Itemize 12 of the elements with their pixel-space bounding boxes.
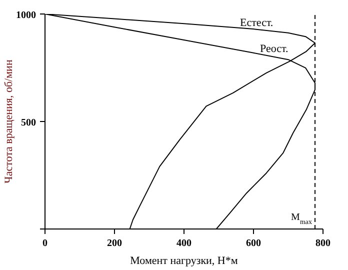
- annotation: Реост.: [260, 43, 288, 55]
- y-tick-label: 1000: [16, 10, 36, 21]
- annotation: Естест.: [240, 17, 274, 29]
- x-tick-label: 200: [107, 238, 122, 249]
- x-tick-label: 400: [176, 238, 192, 249]
- ref-line-label: M$_{max}$: [291, 212, 312, 226]
- y-axis-title: Частота вращения, об/мин: [2, 60, 15, 184]
- y-tick-label: 500: [21, 118, 36, 128]
- x-tick-label: 800: [316, 238, 330, 249]
- x-tick-label: 0: [42, 238, 48, 249]
- x-axis-title: Момент нагрузки, Н*м: [130, 255, 238, 267]
- x-tick-label: 600: [246, 238, 261, 249]
